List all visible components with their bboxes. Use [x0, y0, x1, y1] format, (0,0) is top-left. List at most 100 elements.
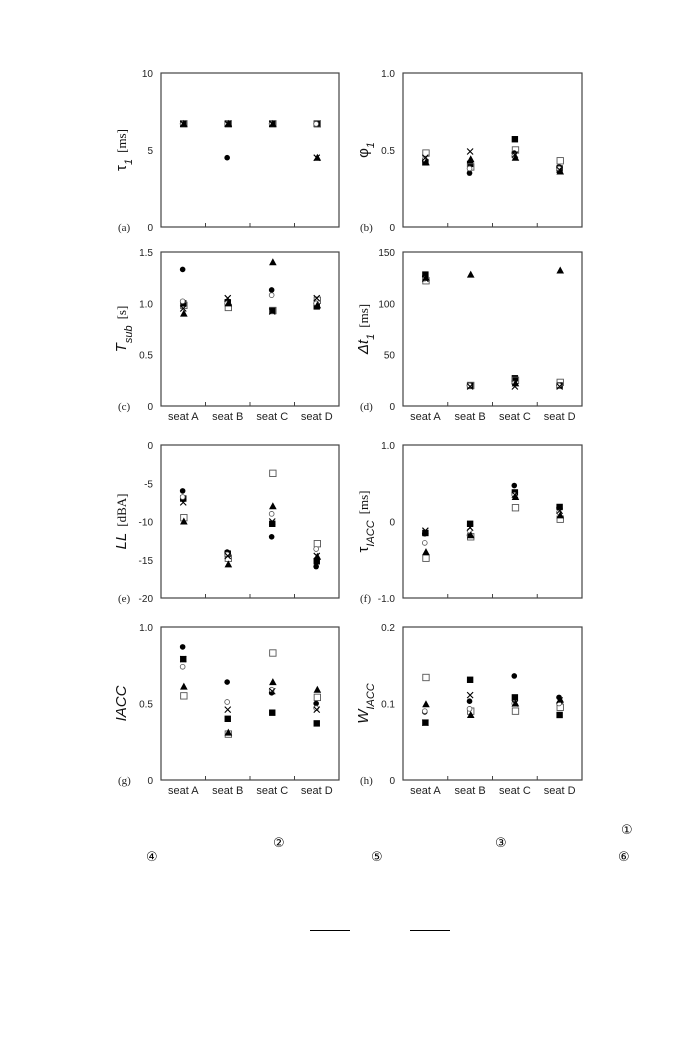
y-tick-label: 0.2: [381, 623, 395, 634]
point-filled-triangle: [511, 493, 520, 501]
plot-frame: [402, 626, 583, 781]
point-cross: [466, 524, 474, 532]
point-filled-square: [422, 271, 429, 278]
y-tick-label: 1.0: [381, 69, 395, 80]
point-filled-triangle: [269, 258, 277, 266]
note-6: ⑥: [618, 850, 630, 865]
point-filled-triangle: [556, 167, 565, 175]
panel-c: 0 0.5 1.0 1.5 (c) seat A seat B seat C seat D Tsu…: [113, 248, 340, 423]
point-open-square: [511, 504, 520, 512]
point-open-square: [269, 649, 277, 657]
point-open-square: [313, 540, 321, 548]
point-filled-square: [511, 136, 519, 143]
y-axis-label: IACC: [113, 685, 130, 721]
point-open-square: [422, 554, 430, 562]
point-open-circle: [313, 121, 319, 127]
plot-frame: [160, 72, 340, 228]
y-label-sub: 1: [365, 334, 377, 340]
x-tick-label: seat A: [168, 785, 199, 797]
y-axis-label: τ1 [ms]: [113, 129, 135, 171]
point-filled-triangle: [466, 270, 475, 278]
point-filled-square: [466, 676, 474, 683]
x-tick-label: seat B: [455, 411, 486, 423]
y-label-sub: IACC: [365, 683, 377, 709]
y-label-main: τ: [355, 547, 372, 553]
x-tick-label: seat B: [212, 411, 243, 423]
point-cross: [224, 552, 232, 560]
point-open-square: [556, 157, 564, 165]
point-open-square: [422, 673, 430, 682]
underline-2: [410, 930, 450, 931]
point-cross: [466, 691, 474, 699]
point-filled-triangle: [180, 309, 188, 317]
point-filled-square: [511, 375, 519, 382]
note-1: ①: [621, 823, 633, 838]
y-axis-label: Δt1 [ms]: [355, 304, 377, 355]
panel-tag: (g): [118, 775, 131, 787]
y-tick-label: 100: [378, 299, 395, 310]
y-tick-label: -15: [139, 556, 154, 567]
panel-b: 0 0.5 1.0 (b) φ1: [355, 69, 583, 234]
point-open-circle: [466, 165, 473, 172]
y-axis-label: φ1: [355, 142, 377, 158]
x-tick-label: seat A: [410, 785, 441, 797]
point-open-square: [313, 693, 321, 702]
point-open-circle: [179, 663, 186, 670]
point-filled-circle: [224, 154, 230, 161]
panel-g: 0 0.5 1.0 (g) seat A seat B seat C seat D IACC: [113, 623, 340, 797]
y-axis-label: τIACC [ms]: [355, 490, 377, 552]
panel-tag: (h): [360, 775, 373, 787]
point-filled-square: [269, 520, 276, 527]
y-tick-label: 0: [389, 518, 395, 529]
point-filled-triangle: [511, 699, 520, 707]
panel-tag: (a): [118, 222, 131, 234]
point-cross: [466, 383, 474, 390]
plot-frame: [160, 626, 340, 781]
point-filled-circle: [224, 679, 230, 685]
point-open-circle: [421, 540, 428, 546]
point-filled-triangle: [224, 119, 233, 127]
point-open-circle: [224, 699, 230, 705]
point-filled-triangle: [313, 153, 322, 161]
y-tick-label: 1.5: [139, 248, 153, 259]
point-open-circle: [268, 292, 275, 298]
y-tick-label: 1.0: [139, 623, 153, 634]
point-filled-circle: [466, 698, 473, 705]
point-filled-triangle: [556, 266, 565, 274]
note-4: ④: [146, 850, 158, 865]
y-tick-label: 150: [378, 248, 395, 259]
x-tick-label: seat B: [455, 785, 486, 797]
point-filled-triangle: [422, 158, 430, 166]
plot-frame: [402, 72, 583, 228]
point-filled-circle: [313, 700, 319, 707]
y-tick-label: 0: [147, 402, 153, 413]
y-label-sub: IACC: [365, 520, 377, 546]
point-filled-triangle: [269, 678, 277, 686]
underline-1: [310, 930, 350, 931]
y-axis-label: WIACC: [355, 683, 377, 724]
point-cross: [421, 719, 429, 727]
point-filled-triangle: [422, 548, 430, 556]
x-tick-label: seat D: [544, 411, 576, 423]
panel-a: 0 5 10 (a) τ1 [ms]: [113, 69, 340, 234]
point-cross: [179, 305, 187, 312]
y-tick-label: 0.1: [381, 700, 395, 711]
point-cross: [313, 706, 321, 714]
point-open-circle: [268, 511, 275, 517]
point-filled-square: [269, 307, 276, 314]
y-tick-label: -5: [144, 479, 153, 490]
point-filled-triangle: [313, 552, 322, 560]
x-tick-label: seat C: [499, 785, 531, 797]
y-tick-label: 0.5: [139, 351, 153, 362]
note-3: ③: [495, 836, 507, 851]
point-filled-triangle: [224, 299, 233, 307]
point-open-square: [511, 707, 520, 715]
point-open-square: [180, 692, 188, 700]
point-cross: [224, 706, 232, 714]
point-filled-circle: [466, 170, 473, 176]
panel-tag: (e): [118, 593, 131, 605]
panel-tag: (f): [360, 593, 371, 605]
x-tick-label: seat C: [499, 411, 531, 423]
plot-frame: [402, 251, 583, 407]
